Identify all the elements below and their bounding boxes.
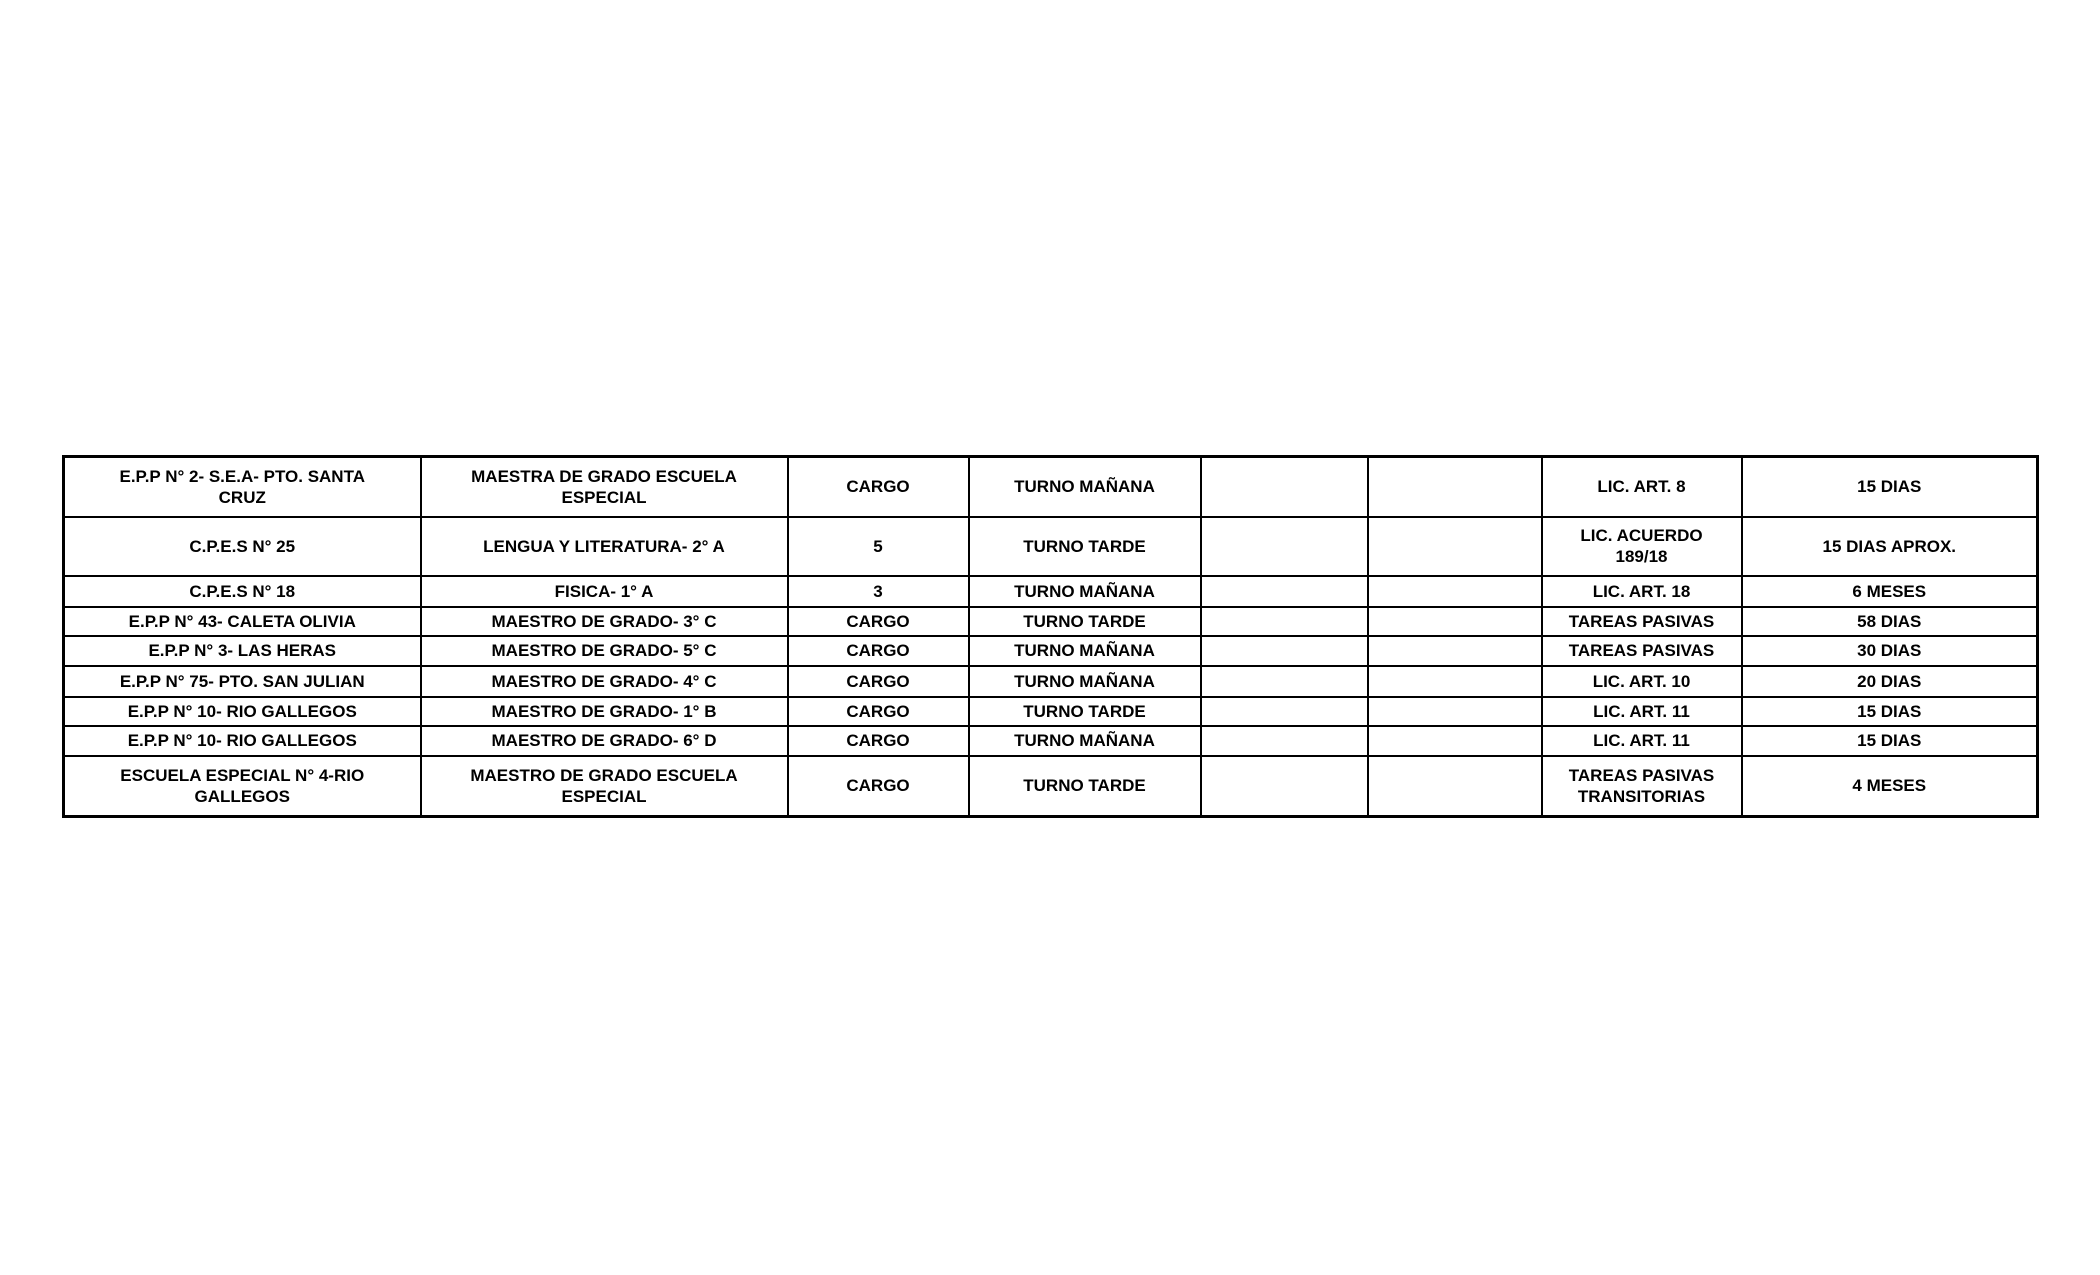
table-cell: MAESTRO DE GRADO ESCUELA ESPECIAL: [419, 754, 789, 818]
table-cell: E.P.P N° 10- RIO GALLEGOS: [62, 695, 422, 727]
table-cell: [1366, 574, 1543, 608]
table-row: ESCUELA ESPECIAL N° 4-RIO GALLEGOS MAESTR…: [62, 754, 2039, 818]
table-cell: [1366, 664, 1543, 698]
table-cell: LIC. ART. 18: [1540, 574, 1743, 608]
table-cell: [1366, 695, 1543, 727]
table-cell: [1366, 455, 1543, 518]
table-row: E.P.P N° 10- RIO GALLEGOS MAESTRO DE GRAD…: [62, 695, 2039, 727]
table-cell: [1199, 695, 1369, 727]
table-cell: CARGO: [786, 754, 970, 818]
table-cell: [1366, 754, 1543, 818]
table-cell: MAESTRO DE GRADO- 4° C: [419, 664, 789, 698]
table-cell: [1199, 724, 1369, 757]
table-row: E.P.P N° 75- PTO. SAN JULIAN MAESTRO DE G…: [62, 664, 2039, 698]
table-cell: 6 MESES: [1740, 574, 2039, 608]
table-cell: CARGO: [786, 634, 970, 667]
table-cell: E.P.P N° 10- RIO GALLEGOS: [62, 724, 422, 757]
table-cell: [1366, 724, 1543, 757]
table-cell: MAESTRO DE GRADO- 5° C: [419, 634, 789, 667]
table-body: E.P.P N° 2- S.E.A- PTO. SANTA CRUZ MAESTR…: [62, 455, 2039, 818]
table-cell: 3: [786, 574, 970, 608]
table-cell: MAESTRA DE GRADO ESCUELA ESPECIAL: [419, 455, 789, 518]
table-cell: CARGO: [786, 724, 970, 757]
table-cell: E.P.P N° 3- LAS HERAS: [62, 634, 422, 667]
table-row: E.P.P N° 3- LAS HERAS MAESTRO DE GRADO- 5…: [62, 634, 2039, 667]
table-cell: 15 DIAS: [1740, 695, 2039, 727]
table-cell: TURNO MAÑANA: [967, 664, 1202, 698]
table-cell: LENGUA Y LITERATURA- 2° A: [419, 515, 789, 577]
table-cell: MAESTRO DE GRADO- 1° B: [419, 695, 789, 727]
table-cell: C.P.E.S N° 18: [62, 574, 422, 608]
table-container: E.P.P N° 2- S.E.A- PTO. SANTA CRUZ MAESTR…: [62, 455, 2039, 818]
table-cell: MAESTRO DE GRADO- 3° C: [419, 605, 789, 637]
table-row: E.P.P N° 43- CALETA OLIVIA MAESTRO DE GRA…: [62, 605, 2039, 637]
table-cell: MAESTRO DE GRADO- 6° D: [419, 724, 789, 757]
table-cell: [1199, 515, 1369, 577]
table-row: C.P.E.S N° 18 FISICA- 1° A 3 TURNO MAÑANA LI…: [62, 574, 2039, 608]
table-cell: [1199, 664, 1369, 698]
licencias-table: E.P.P N° 2- S.E.A- PTO. SANTA CRUZ MAESTR…: [62, 455, 2039, 818]
table-cell: 20 DIAS: [1740, 664, 2039, 698]
table-cell: LIC. ART. 11: [1540, 724, 1743, 757]
table-cell: CARGO: [786, 664, 970, 698]
table-cell: [1366, 515, 1543, 577]
table-cell: 15 DIAS APROX.: [1740, 515, 2039, 577]
table-cell: TURNO TARDE: [967, 695, 1202, 727]
table-cell: [1199, 605, 1369, 637]
table-row: E.P.P N° 2- S.E.A- PTO. SANTA CRUZ MAESTR…: [62, 455, 2039, 518]
table-row: E.P.P N° 10- RIO GALLEGOS MAESTRO DE GRAD…: [62, 724, 2039, 757]
table-cell: E.P.P N° 2- S.E.A- PTO. SANTA CRUZ: [62, 455, 422, 518]
table-cell: [1199, 455, 1369, 518]
table-cell: E.P.P N° 43- CALETA OLIVIA: [62, 605, 422, 637]
table-cell: ESCUELA ESPECIAL N° 4-RIO GALLEGOS: [62, 754, 422, 818]
table-cell: [1199, 634, 1369, 667]
table-cell: 15 DIAS: [1740, 724, 2039, 757]
table-cell: [1366, 605, 1543, 637]
table-cell: 15 DIAS: [1740, 455, 2039, 518]
table-cell: FISICA- 1° A: [419, 574, 789, 608]
table-cell: CARGO: [786, 605, 970, 637]
table-cell: 4 MESES: [1740, 754, 2039, 818]
table-cell: LIC. ACUERDO 189/18: [1540, 515, 1743, 577]
table-cell: TURNO TARDE: [967, 515, 1202, 577]
table-cell: LIC. ART. 8: [1540, 455, 1743, 518]
table-cell: LIC. ART. 10: [1540, 664, 1743, 698]
table-cell: TAREAS PASIVAS: [1540, 634, 1743, 667]
table-cell: TAREAS PASIVAS: [1540, 605, 1743, 637]
table-cell: C.P.E.S N° 25: [62, 515, 422, 577]
table-cell: [1199, 574, 1369, 608]
table-cell: CARGO: [786, 455, 970, 518]
table-cell: TURNO MAÑANA: [967, 455, 1202, 518]
table-cell: TURNO MAÑANA: [967, 724, 1202, 757]
table-cell: TURNO MAÑANA: [967, 574, 1202, 608]
table-cell: TURNO TARDE: [967, 754, 1202, 818]
table-cell: 30 DIAS: [1740, 634, 2039, 667]
table-cell: CARGO: [786, 695, 970, 727]
table-cell: 58 DIAS: [1740, 605, 2039, 637]
table-cell: [1366, 634, 1543, 667]
table-cell: [1199, 754, 1369, 818]
table-cell: TURNO MAÑANA: [967, 634, 1202, 667]
table-cell: LIC. ART. 11: [1540, 695, 1743, 727]
table-cell: TURNO TARDE: [967, 605, 1202, 637]
table-cell: TAREAS PASIVAS TRANSITORIAS: [1540, 754, 1743, 818]
table-cell: E.P.P N° 75- PTO. SAN JULIAN: [62, 664, 422, 698]
table-cell: 5: [786, 515, 970, 577]
